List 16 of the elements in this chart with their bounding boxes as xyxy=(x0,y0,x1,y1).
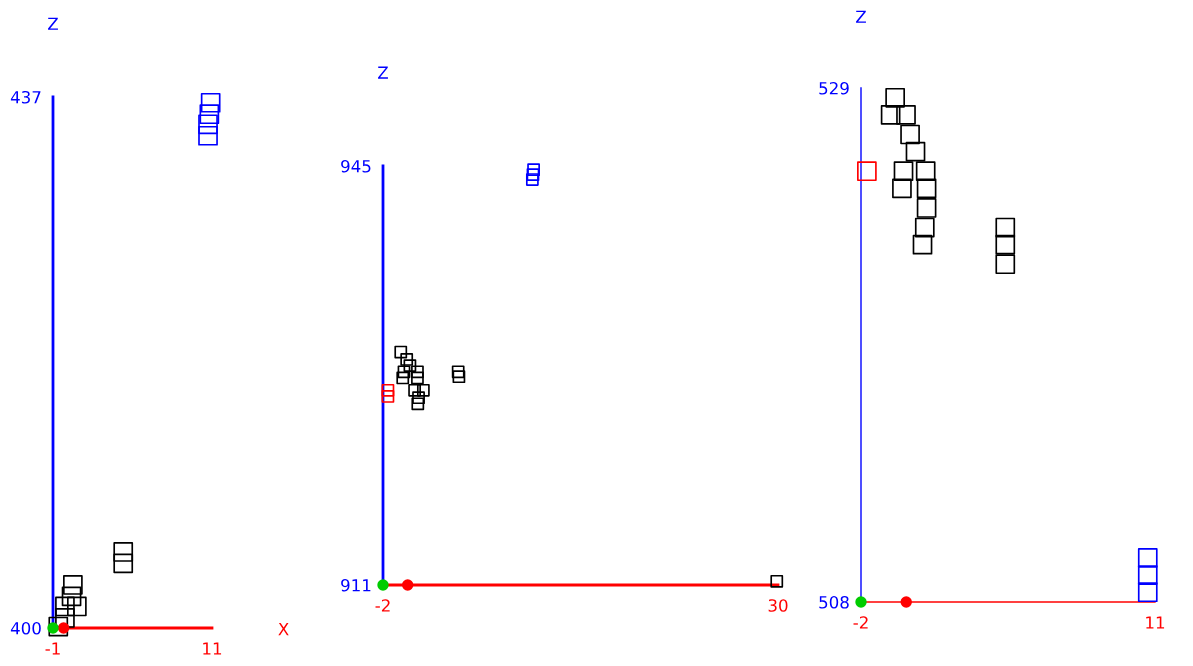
y-tick-label: 911 xyxy=(341,578,371,592)
y-axis-title: Z xyxy=(48,17,58,30)
y-tick-label: 945 xyxy=(341,159,371,173)
x-tick-label: -2 xyxy=(853,616,868,629)
x-tick-label: 11 xyxy=(203,642,222,655)
y-tick-label: 529 xyxy=(819,81,849,95)
x-axis-title: X xyxy=(278,623,289,636)
y-tick-label: 400 xyxy=(10,621,41,635)
x-tick-label: 11 xyxy=(1146,616,1165,629)
y-axis-title: Z xyxy=(856,10,866,23)
y-axis-title: Z xyxy=(378,66,388,79)
x-tick-label: -2 xyxy=(375,599,390,612)
x-tick-label: -1 xyxy=(45,642,60,655)
x-tick-label: 30 xyxy=(768,599,788,612)
y-tick-label: 437 xyxy=(10,90,41,104)
y-tick-label: 508 xyxy=(819,595,849,609)
